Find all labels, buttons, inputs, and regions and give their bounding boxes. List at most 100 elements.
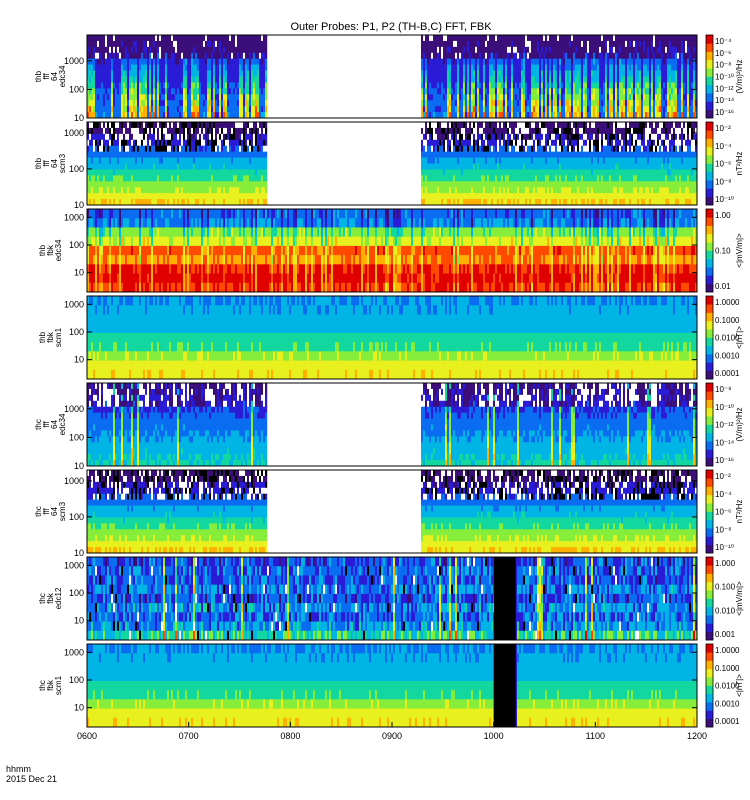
colorbar: 1.00 0.10 0.01 <|mV/m|>: [705, 208, 744, 293]
x-tick-label: 0800: [280, 731, 300, 741]
colorbar-tick-label: 0.100: [715, 583, 736, 592]
panel-label-line: edc12: [54, 587, 63, 609]
panel-label: thc fbk scm1: [38, 675, 63, 695]
panel-label-line: 64: [50, 159, 59, 168]
y-tick-label: 100: [69, 512, 84, 522]
y-tick-label: 1000: [64, 212, 84, 222]
panel-label: thb fff 64 scm3: [34, 153, 67, 173]
colorbar-tick-label: 0.0100: [715, 682, 740, 691]
spectrogram-cells: [87, 296, 698, 380]
spectrogram-cells: [87, 209, 698, 293]
colorbar-label: (V/m)²/Hz: [735, 407, 744, 441]
panel-label: thb fbk edc34: [38, 239, 63, 261]
y-tick-label: 10: [74, 548, 84, 558]
panel-frame: [86, 295, 698, 380]
panel-frame: [86, 208, 698, 293]
x-tick-label: 0600: [77, 731, 97, 741]
panel-label-line: thc: [38, 680, 47, 691]
colorbar-tick-label: 1.0000: [715, 298, 740, 307]
panel-label-line: thc: [34, 506, 43, 517]
y-tick-label: 100: [69, 588, 84, 598]
colorbar-tick-label: 10⁻²: [715, 472, 731, 481]
black-band: [493, 557, 516, 640]
colorbar-tick-label: 0.01: [715, 282, 731, 291]
colorbar-label: nT²/Hz: [735, 152, 744, 176]
colorbar-tick-label: 10⁻⁸: [715, 385, 732, 394]
colorbar-tick-label: 10⁻¹⁶: [715, 108, 734, 117]
panel-label-line: thc: [38, 593, 47, 604]
panel-label-line: scm1: [54, 675, 63, 695]
x-tick-label: 0700: [179, 731, 199, 741]
y-tick-label: 1000: [64, 560, 84, 570]
colorbar: 10⁻² 10⁻⁴ 10⁻⁶ 10⁻⁸ 10⁻¹⁰ nT²/Hz: [705, 121, 744, 206]
black-band: [493, 644, 516, 727]
colorbar-tick-label: 10⁻⁶: [715, 49, 731, 58]
panel-label-line: scm3: [58, 153, 67, 173]
panel-label-line: scm3: [58, 501, 67, 521]
y-tick-label: 10: [74, 616, 84, 626]
y-tick-label: 10: [74, 703, 84, 713]
panel-label-line: edc34: [58, 65, 67, 87]
panel-label: thc fff 64 edc34: [34, 413, 67, 435]
y-tick-label: 100: [69, 84, 84, 94]
panel-label-line: edc34: [54, 239, 63, 261]
panel-label-line: edc34: [58, 413, 67, 435]
colorbar-tick-label: 10⁻¹⁰: [715, 195, 734, 204]
colorbar-tick-label: 10⁻¹⁴: [715, 96, 735, 105]
colorbar-tick-label: 1.00: [715, 211, 731, 220]
panel-frame: [86, 382, 698, 467]
time-axis: 0600 0700 0800 0900 1000 1100 1200: [77, 722, 707, 741]
panel-label-line: thb: [38, 331, 47, 343]
panel-label-line: thb: [34, 70, 43, 82]
colorbar-tick-label: 0.0001: [715, 369, 740, 378]
colorbar-tick-label: 10⁻⁴: [715, 490, 732, 499]
spectrogram-cells: [87, 383, 698, 467]
panel-frame: [86, 34, 698, 119]
panel-label-line: fff: [42, 160, 51, 167]
y-tick-label: 10: [74, 355, 84, 365]
x-tick-label: 1100: [586, 731, 605, 741]
y-tick-label: 100: [69, 327, 84, 337]
colorbar-tick-label: 10⁻⁴: [715, 37, 732, 46]
chart-title: Outer Probes: P1, P2 (TH-B,C) FFT, FBK: [290, 21, 492, 33]
panel-frame: [86, 556, 698, 641]
spectrogram-cells: [87, 35, 698, 119]
panel-7: 10 100 1000 thc fbk edc12 1.000 0.100 0.010 0.001…: [38, 556, 744, 641]
colorbar-label: <|mV/m|>: [735, 581, 744, 616]
x-tick-label: 1200: [687, 731, 707, 741]
y-tick-label: 1000: [64, 647, 84, 657]
y-tick-label: 10: [74, 200, 84, 210]
colorbar-tick-label: 10⁻¹⁶: [715, 456, 734, 465]
panel-label: thb fff 64 edc34: [34, 65, 67, 87]
panel-label-line: fbk: [46, 331, 55, 343]
panel-label-line: fbk: [46, 592, 55, 604]
colorbar-tick-label: 10⁻⁴: [715, 142, 732, 151]
y-tick-label: 100: [69, 164, 84, 174]
y-tick-label: 100: [69, 432, 84, 442]
colorbar-label: <|nT|>: [735, 326, 744, 349]
panel-label-line: fff: [42, 421, 51, 428]
y-tick-label: 10: [74, 461, 84, 471]
colorbar-tick-label: 1.0000: [715, 646, 740, 655]
x-tick-label: 1000: [484, 731, 504, 741]
colorbar-tick-label: 10⁻¹²: [715, 84, 734, 93]
panel-label-line: thb: [34, 157, 43, 169]
colorbar: 1.0000 0.1000 0.0100 0.0010 0.0001 <|nT|>: [705, 295, 744, 380]
spectrogram-cells: [87, 644, 698, 728]
y-tick-label: 10: [74, 268, 84, 278]
colorbar-tick-label: 0.10: [715, 247, 731, 256]
panel-label-line: fff: [42, 73, 51, 80]
colorbar-tick-label: 10⁻¹⁴: [715, 438, 735, 447]
panel-label-line: thc: [34, 419, 43, 430]
colorbar-tick-label: 10⁻¹⁰: [715, 543, 734, 552]
y-tick-label: 100: [69, 675, 84, 685]
colorbar-tick-label: 10⁻⁸: [715, 61, 732, 70]
colorbar-tick-label: 0.1000: [715, 316, 740, 325]
colorbar: 10⁻⁴ 10⁻⁶ 10⁻⁸ 10⁻¹⁰ 10⁻¹² 10⁻¹⁴ 10⁻¹⁶ (V/m)²/H…: [705, 34, 744, 119]
colorbar-label: nT²/Hz: [735, 500, 744, 524]
panel-label-line: fbk: [46, 679, 55, 691]
colorbar-tick-label: 10⁻⁸: [715, 525, 732, 534]
